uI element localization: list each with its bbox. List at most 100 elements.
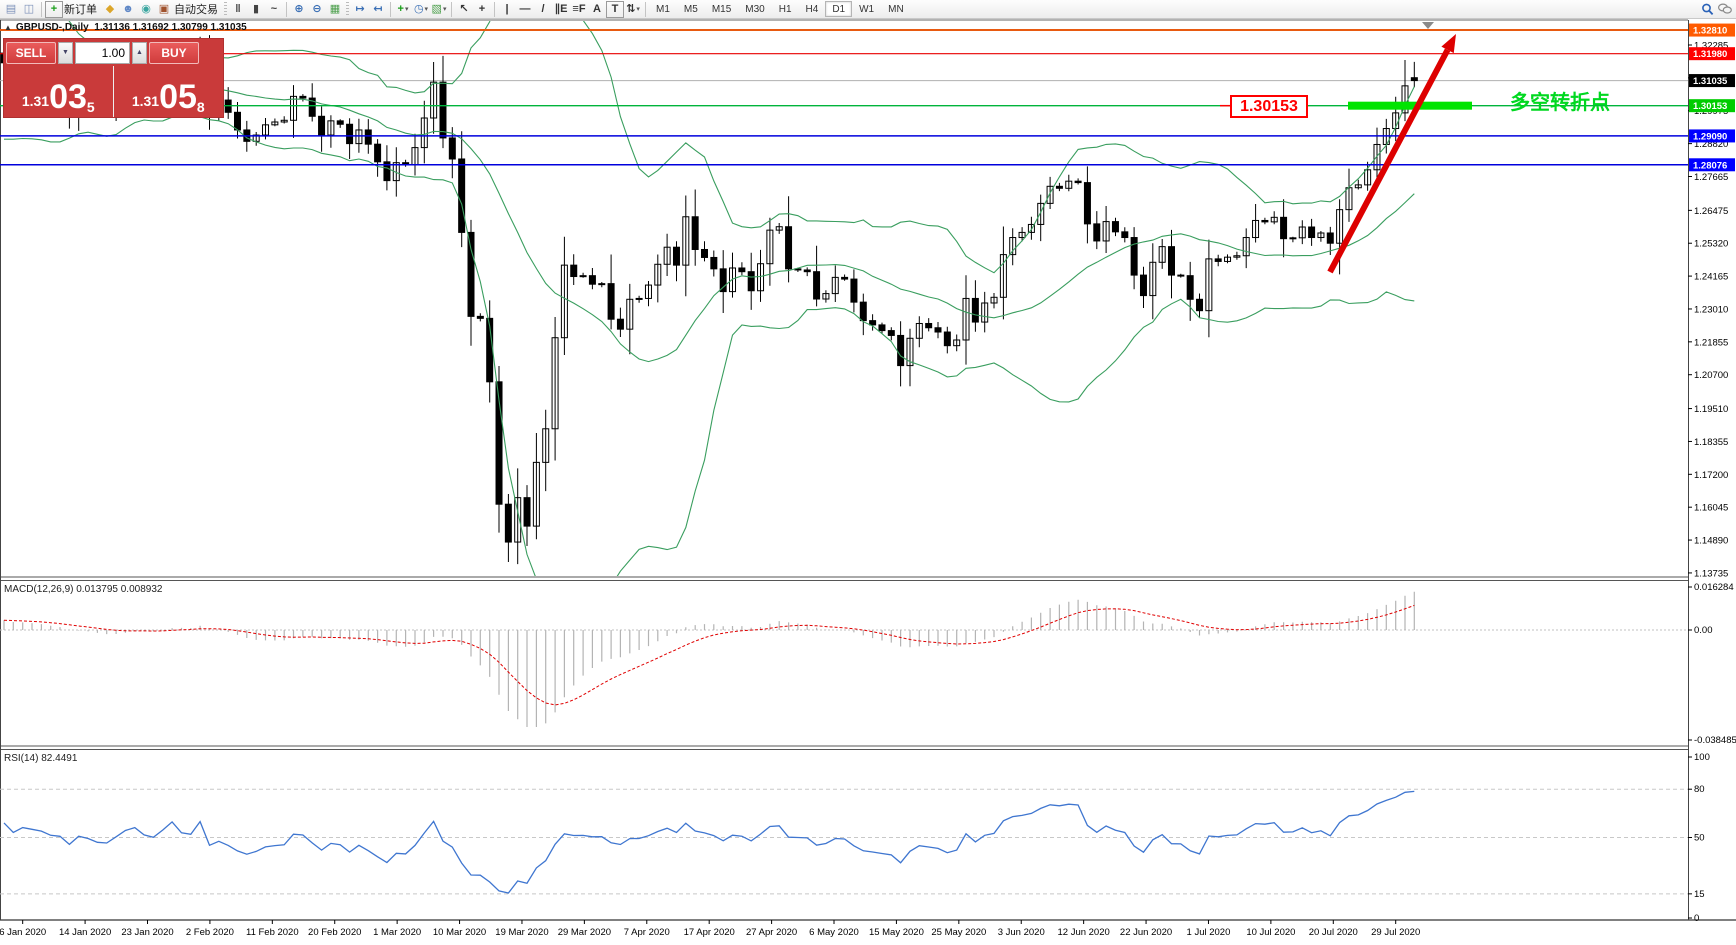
buy-price-pip: 8 — [196, 99, 205, 115]
date-label: 10 Mar 2020 — [433, 927, 486, 938]
support-price-callout[interactable]: 1.30153 — [1230, 95, 1308, 118]
toolbar-separator — [494, 1, 495, 17]
zoom-out-icon[interactable]: ⊖ — [312, 2, 322, 15]
candlestick-chart-icon[interactable]: ▮ — [252, 2, 260, 15]
price-tick-label: 1.18355 — [1694, 437, 1728, 448]
timeframe-m1[interactable]: M1 — [656, 4, 670, 15]
profile-chart-icon[interactable]: ◫ — [23, 2, 35, 15]
price-badge — [1689, 74, 1735, 88]
chat-icon[interactable] — [1716, 1, 1734, 18]
market-watch-icon[interactable]: ☻ — [122, 2, 134, 15]
price-tick-label: 1.19510 — [1694, 404, 1728, 415]
trend-arrow-line[interactable] — [1327, 48, 1451, 274]
line-chart-icon[interactable]: ~ — [270, 2, 278, 15]
date-label: 7 Apr 2020 — [624, 927, 670, 938]
vertical-line-icon[interactable]: | — [505, 2, 509, 15]
date-label: 10 Jul 2020 — [1246, 927, 1295, 938]
volume-decrease-button[interactable]: ▼ — [58, 41, 73, 64]
price-tick-label: 1.24165 — [1694, 272, 1728, 283]
turning-point-annotation[interactable]: 多空转折点 — [1510, 92, 1610, 114]
macd-histogram — [3, 591, 1415, 727]
chevron-down-icon: ▾ — [636, 5, 640, 13]
price-tick-label: 1.32285 — [1694, 41, 1728, 52]
buy-price-prefix: 1.31 — [131, 93, 160, 109]
rsi-indicator-label: RSI(14) 82.4491 — [4, 753, 77, 764]
cursor-icon[interactable]: ↖ — [459, 2, 469, 15]
new-order-label[interactable]: 新订单 — [64, 4, 97, 16]
date-label: 22 Jun 2020 — [1120, 927, 1172, 938]
buy-price-digits: 05 — [159, 78, 197, 117]
timeframe-mn[interactable]: MN — [888, 4, 904, 15]
new-order-icon[interactable]: + — [45, 0, 63, 18]
toolbar-separator — [390, 1, 391, 17]
price-badge — [1689, 99, 1735, 113]
buy-button[interactable]: BUY — [149, 41, 199, 64]
timeframe-h4[interactable]: H4 — [805, 4, 819, 15]
date-label: 6 May 2020 — [809, 927, 859, 938]
price-badge — [1689, 158, 1735, 172]
price-tick-label: 1.25320 — [1694, 239, 1728, 250]
macd-signal-value: 0.008932 — [120, 584, 163, 595]
timeframe-m5[interactable]: M5 — [683, 4, 698, 15]
add-indicator-icon[interactable]: + ▾ — [397, 2, 409, 15]
timeframe-d1[interactable]: D1 — [825, 1, 853, 17]
chart-collapse-icon[interactable]: ▲ — [4, 23, 12, 32]
auto-scroll-icon[interactable]: ↦ — [355, 2, 365, 15]
date-label: 25 May 2020 — [931, 927, 986, 938]
text-icon[interactable]: A — [593, 2, 601, 15]
toolbar-separator — [451, 1, 452, 17]
sell-price[interactable]: 1.31 03 5 — [4, 66, 114, 117]
expert-advisors-icon[interactable]: ◆ — [105, 2, 115, 15]
bollinger-middle-line[interactable] — [3, 66, 1415, 363]
crosshair-icon[interactable]: + — [478, 2, 486, 15]
bollinger-lower-line[interactable] — [4, 113, 1415, 599]
rsi-line — [3, 790, 1415, 894]
trendline-icon[interactable]: / — [541, 2, 545, 15]
timeframe-m15[interactable]: M15 — [711, 4, 732, 15]
turning-point-zone-bar[interactable] — [1348, 101, 1472, 110]
date-label: 2 Feb 2020 — [186, 927, 234, 938]
trend-arrow-head[interactable] — [1441, 34, 1456, 54]
date-label: 29 Jul 2020 — [1371, 927, 1420, 938]
date-label: 6 Jan 2020 — [0, 927, 46, 938]
date-label: 11 Feb 2020 — [246, 927, 299, 938]
volume-input[interactable] — [75, 41, 130, 64]
horizontal-line-icon[interactable]: — — [519, 2, 531, 15]
bar-chart-icon[interactable]: ‖ — [235, 2, 241, 15]
equidistant-channel-icon[interactable]: ∥E — [554, 2, 568, 15]
tile-windows-icon[interactable]: ▦ — [329, 2, 341, 15]
one-click-trading-panel: SELL ▼ ▲ BUY 1.31 03 5 1.31 05 8 — [3, 38, 224, 118]
period-selector-icon[interactable]: ◷ ▾ — [413, 2, 429, 15]
toolbar-grip — [346, 2, 349, 16]
signals-icon[interactable]: ◉ — [141, 2, 151, 15]
price-tick-label: 1.21855 — [1694, 337, 1728, 348]
buy-price[interactable]: 1.31 05 8 — [114, 66, 224, 117]
macd-name: MACD(12,26,9) — [4, 584, 74, 595]
autotrading-label[interactable]: 自动交易 — [174, 4, 218, 16]
volume-increase-button[interactable]: ▲ — [132, 41, 147, 64]
rsi-scale-label: 15 — [1694, 889, 1705, 900]
arrows-icon[interactable]: ⇅ ▾ — [626, 2, 640, 15]
timeframe-w1[interactable]: W1 — [859, 4, 875, 15]
ohlc-open: 1.31136 — [94, 22, 130, 33]
price-badge-label: 1.31980 — [1693, 49, 1727, 60]
fibonacci-icon[interactable]: ≡F — [572, 2, 586, 15]
template-icon[interactable]: ▧ ▾ — [431, 2, 447, 15]
sell-button[interactable]: SELL — [6, 41, 56, 64]
chart-shift-marker[interactable] — [1422, 22, 1434, 29]
chart-window-icon[interactable]: ▤ — [5, 2, 17, 15]
search-icon[interactable] — [1698, 1, 1716, 18]
timeframe-h1[interactable]: H1 — [778, 4, 792, 15]
timeframe-m30[interactable]: M30 — [745, 4, 765, 15]
chevron-down-icon: ▾ — [404, 5, 409, 13]
date-label: 14 Jan 2020 — [59, 927, 111, 938]
macd-signal-line — [3, 604, 1415, 706]
text-label-icon[interactable]: T — [606, 0, 624, 18]
chart-shift-icon[interactable]: ↤ — [373, 2, 383, 15]
price-badge — [1689, 47, 1735, 61]
zoom-in-icon[interactable]: ⊕ — [294, 2, 304, 15]
autotrading-icon[interactable]: ▣ — [158, 2, 170, 15]
rsi-scale-label: 50 — [1694, 833, 1705, 844]
bollinger-upper-line[interactable] — [4, 0, 1415, 274]
